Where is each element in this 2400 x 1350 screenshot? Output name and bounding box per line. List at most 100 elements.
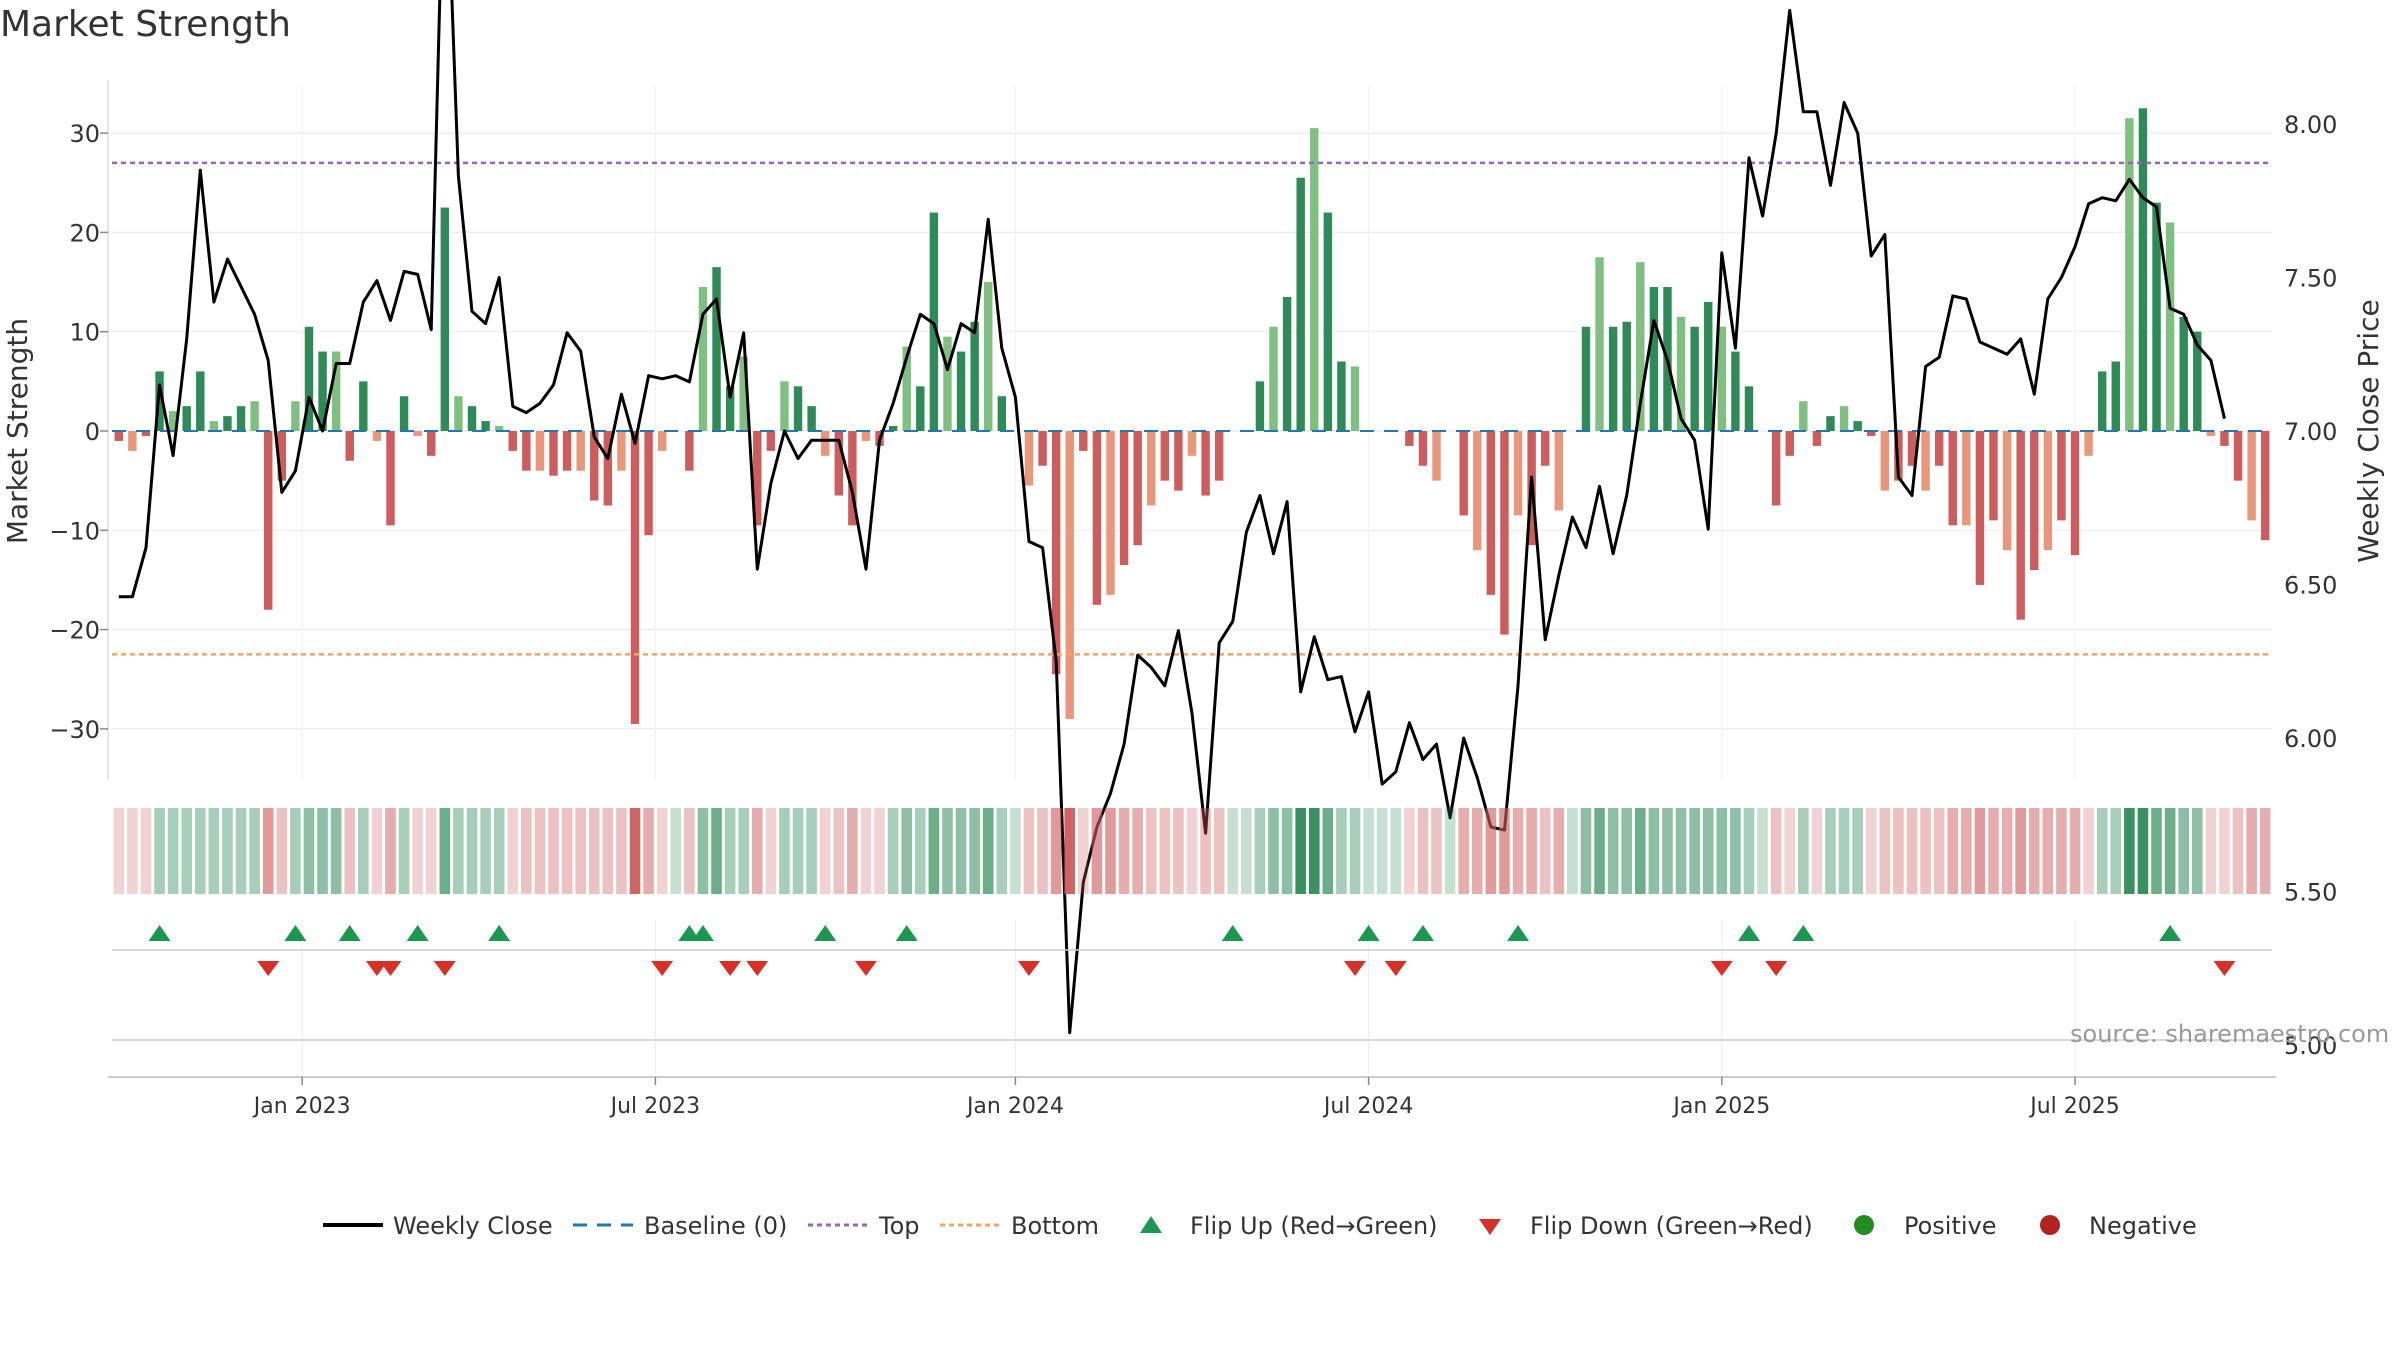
- strength-bar: [2233, 431, 2243, 481]
- legend-swatch: [1140, 1216, 1162, 1233]
- heat-strip-cell: [1811, 808, 1823, 894]
- heat-strip-cell: [344, 808, 356, 894]
- strength-bar: [1147, 431, 1156, 506]
- strength-bar: [1024, 431, 1034, 486]
- strength-bar: [820, 431, 830, 456]
- strength-bar: [2057, 431, 2066, 521]
- heat-strip-cell: [1689, 808, 1700, 894]
- strength-bar: [1282, 296, 1292, 431]
- strength-bar: [2260, 431, 2270, 541]
- heat-strip-cell: [738, 808, 749, 894]
- strength-bar: [630, 431, 640, 724]
- strength-bar: [1962, 431, 1971, 526]
- heat-strip-cell: [1064, 808, 1076, 894]
- flip-up-marker: [1221, 925, 1244, 941]
- heat-strip-cell: [521, 808, 532, 894]
- heat-strip-cell: [1010, 808, 1021, 894]
- y2-axis-title: Weekly Close Price: [2352, 299, 2385, 562]
- strength-bar: [1731, 351, 1740, 431]
- strength-bar: [861, 431, 871, 441]
- strength-bar: [576, 431, 585, 471]
- heat-strip-cell: [711, 808, 722, 894]
- heat-strip-cell: [643, 808, 654, 894]
- flip-up-marker: [338, 925, 361, 941]
- strength-bar: [1934, 431, 1944, 466]
- heat-strip-cell: [548, 808, 559, 894]
- strength-bar: [1473, 431, 1482, 551]
- strength-bar: [427, 431, 436, 456]
- heat-strip-cell: [1702, 808, 1714, 894]
- flip-down-marker: [2213, 961, 2236, 976]
- heat-strip-cell: [412, 808, 423, 894]
- y-axis-title: Market Strength: [1, 318, 34, 544]
- heat-strip-cell: [1635, 808, 1646, 894]
- heat-strip-cell: [2232, 808, 2244, 894]
- heat-strip-cell: [1254, 808, 1266, 894]
- heat-strip-cell: [602, 808, 614, 894]
- weekly-close-line: [118, 0, 2226, 1035]
- heat-strip-cell: [1920, 808, 1931, 894]
- heat-strip-cell: [1349, 808, 1361, 894]
- strength-bar: [657, 431, 667, 451]
- heat-strip-cell: [1838, 808, 1850, 894]
- strength-bar: [1771, 431, 1781, 506]
- legend-label: Bottom: [1011, 1212, 1099, 1240]
- heat-strip-cell: [466, 808, 478, 894]
- strength-bar: [1255, 381, 1265, 431]
- flip-up-marker: [1507, 925, 1530, 941]
- heat-strip-cell: [1227, 808, 1239, 894]
- heat-strip-cell: [371, 808, 383, 894]
- heat-strip-cell: [1961, 808, 1972, 894]
- strength-bar: [522, 431, 531, 471]
- strength-bar: [1405, 431, 1414, 446]
- legend-label: Positive: [1904, 1212, 1997, 1240]
- flip-down-marker: [433, 961, 456, 976]
- strength-bar: [345, 431, 354, 461]
- heat-strip-cell: [1716, 808, 1728, 894]
- heat-strip-cell: [1730, 808, 1741, 894]
- strength-bar: [318, 351, 327, 431]
- strength-bar: [1079, 431, 1088, 451]
- heat-strip-cell: [1594, 808, 1605, 894]
- flip-down-marker: [746, 961, 769, 976]
- strength-bar: [494, 426, 504, 431]
- strength-bar: [916, 386, 925, 431]
- heat-strip-cell: [113, 808, 125, 894]
- strength-bar: [1839, 406, 1849, 431]
- heat-strip-cell: [493, 808, 505, 894]
- heat-strip-cell: [1105, 808, 1116, 894]
- strength-bar: [780, 381, 789, 431]
- heat-strip-cell: [2124, 808, 2135, 894]
- strength-bar: [1296, 177, 1305, 431]
- y2-tick-label: 8.00: [2284, 111, 2337, 139]
- heat-strip-cell: [2042, 808, 2054, 894]
- strength-bar: [1459, 431, 1468, 516]
- strength-bar: [2043, 431, 2053, 551]
- strength-bar: [2084, 431, 2093, 456]
- strength-bar: [1513, 431, 1523, 516]
- heat-strip-cell: [2001, 808, 2013, 894]
- heat-strip-cell: [1444, 808, 1456, 894]
- heat-strip-cell: [2056, 808, 2067, 894]
- heat-strip-cell: [779, 808, 790, 894]
- strength-bar: [508, 431, 517, 451]
- strength-bar: [549, 431, 558, 476]
- flip-up-marker: [1411, 925, 1434, 941]
- strength-bar: [1486, 431, 1496, 595]
- heat-strip-cell: [507, 808, 519, 894]
- strength-bar: [1907, 431, 1917, 466]
- strength-bar: [2179, 316, 2188, 431]
- y2-tick-label: 5.00: [2284, 1032, 2337, 1060]
- heat-strip-cell: [480, 808, 491, 894]
- strength-bar: [372, 431, 382, 441]
- strength-bar: [223, 416, 232, 431]
- heat-strip-cell: [317, 808, 328, 894]
- flip-down-marker: [651, 961, 674, 976]
- strength-bar: [848, 431, 857, 526]
- strength-bar: [2193, 331, 2202, 431]
- strength-bar: [1595, 257, 1604, 431]
- heat-strip-cell: [806, 808, 817, 894]
- strength-bar: [196, 371, 205, 431]
- heat-strip-cell: [561, 808, 573, 894]
- heat-strip-cell: [1322, 808, 1334, 894]
